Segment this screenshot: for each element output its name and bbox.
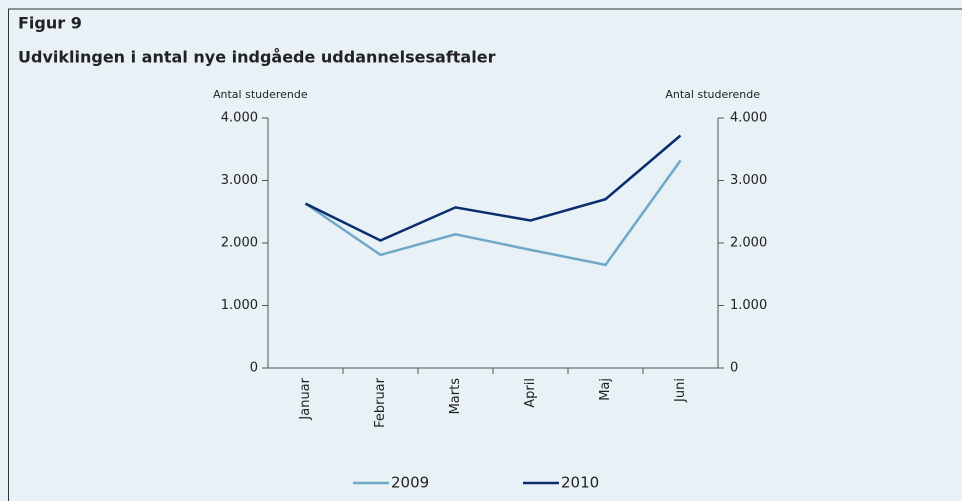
x-tick-label: Maj xyxy=(598,378,613,401)
series-line xyxy=(304,159,682,267)
x-tick-label: Marts xyxy=(448,378,463,415)
y2-tick-label: 4.000 xyxy=(730,111,767,126)
x-tick-label: Juni xyxy=(673,378,688,403)
x-tick-label: April xyxy=(523,378,538,408)
y-tick-label: 3.000 xyxy=(221,173,258,188)
y-tick-label: 1.000 xyxy=(221,298,258,313)
y-tick-label: 0 xyxy=(250,361,258,376)
y2-tick-label: 1.000 xyxy=(730,298,767,313)
y-tick-label: 4.000 xyxy=(221,111,258,126)
x-tick-label: Januar xyxy=(298,377,313,420)
x-tick-label: Februar xyxy=(373,377,388,428)
y2-tick-label: 3.000 xyxy=(730,173,767,188)
y-tick-label: 2.000 xyxy=(221,236,258,251)
chart-title: Udviklingen i antal nye indgåede uddanne… xyxy=(18,48,496,67)
figure-label: Figur 9 xyxy=(18,14,82,33)
y2-axis-label: Antal studerende xyxy=(665,88,760,101)
legend-label: 2009 xyxy=(391,474,429,492)
y-axis-label: Antal studerende xyxy=(213,88,308,101)
legend-label: 2010 xyxy=(561,474,599,492)
y2-tick-label: 2.000 xyxy=(730,236,767,251)
series-line xyxy=(304,134,682,242)
y2-tick-label: 0 xyxy=(730,361,738,376)
